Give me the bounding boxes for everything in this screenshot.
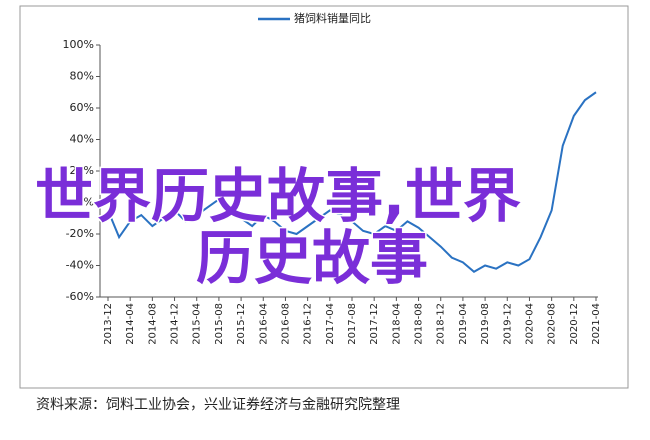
source-note: 资料来源：饲料工业协会，兴业证券经济与金融研究院整理 [36,397,400,413]
x-tick-label: 2018-04 [391,303,402,345]
x-tick-label: 2019-08 [480,303,491,345]
y-tick-label: 0% [77,196,94,209]
x-tick-label: 2015-12 [236,303,247,345]
chart-frame [19,5,629,389]
overlay-text: 世界历史故事,世界 [35,162,521,230]
x-tick-label: 2021-04 [591,303,602,345]
y-tick-label: -40% [66,259,94,272]
y-tick-label: -60% [66,290,94,303]
data-line [107,91,597,274]
x-tick-label: 2020-12 [569,303,580,345]
y-tick-label: 20% [70,164,94,177]
y-tick-label: -20% [66,227,94,240]
x-tick-label: 2019-04 [458,303,469,345]
x-tick-label: 2014-04 [125,303,136,345]
x-tick-label: 2015-04 [192,303,203,345]
x-tick-label: 2016-08 [280,303,291,345]
x-tick-label: 2018-12 [436,303,447,345]
x-tick-label: 2017-04 [325,303,336,345]
x-tick-label: 2017-12 [369,303,380,345]
x-tick-label: 2020-08 [547,303,558,345]
x-tick-label: 2020-04 [524,303,535,345]
y-tick-label: 100% [63,38,94,51]
y-tick-label: 80% [70,70,94,83]
legend-label: 猪饲料销量同比 [294,11,371,25]
y-tick-label: 40% [70,133,94,146]
x-tick-label: 2013-12 [103,303,114,345]
x-tick-label: 2018-08 [414,303,425,345]
overlay-text: 历史故事 [196,224,428,292]
y-tick-label: 60% [70,101,94,114]
x-tick-label: 2014-08 [147,303,158,345]
x-tick-label: 2014-12 [170,303,181,345]
x-tick-label: 2017-08 [347,303,358,345]
x-tick-label: 2019-12 [502,303,513,345]
x-tick-label: 2016-04 [258,303,269,345]
x-tick-label: 2015-08 [214,303,225,345]
x-tick-label: 2016-12 [303,303,314,345]
